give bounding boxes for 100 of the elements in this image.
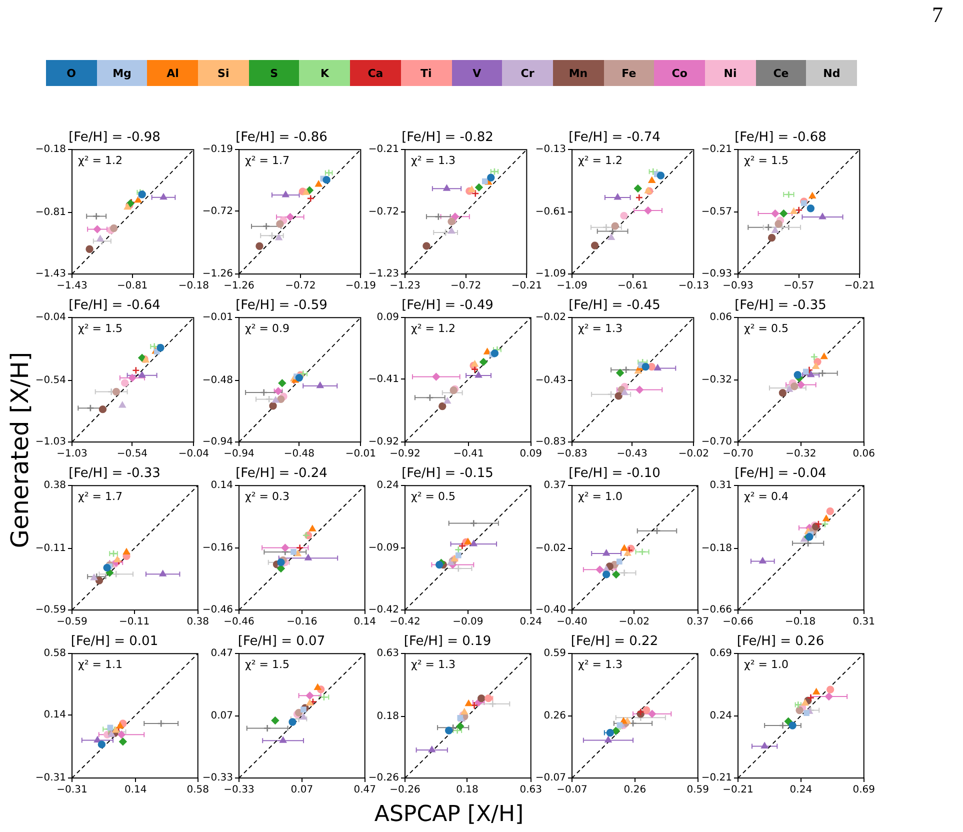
y-tick-label: −0.02 bbox=[534, 312, 566, 324]
annotation: χ² = 1.2 bbox=[78, 154, 122, 167]
x-tick-label: −0.32 bbox=[786, 448, 816, 460]
chart-title: [Fe/H] = -0.04 bbox=[734, 466, 826, 482]
annotation: χ² = 1.5 bbox=[244, 658, 289, 671]
annotation: χ² = 0.4 bbox=[744, 490, 788, 503]
y-tick-label: 0.26 bbox=[543, 710, 566, 722]
y-tick-label: −0.41 bbox=[368, 374, 399, 385]
y-tick-label: −0.81 bbox=[35, 206, 66, 218]
chart-title: [Fe/H] = -0.64 bbox=[68, 298, 160, 314]
y-axis-title: Generated [X/H] bbox=[6, 350, 34, 550]
text: Mg bbox=[96, 60, 148, 86]
x-tick-label: −1.23 bbox=[390, 280, 420, 292]
y-tick-label: −0.72 bbox=[202, 206, 232, 217]
text: Mn bbox=[552, 60, 604, 86]
text: Nd bbox=[806, 60, 857, 86]
y-tick-label: −0.21 bbox=[368, 144, 399, 156]
x-tick-label: −0.19 bbox=[344, 280, 376, 292]
x-tick-label: −0.04 bbox=[178, 448, 210, 460]
x-tick-label: −0.72 bbox=[450, 280, 482, 292]
annotation: χ² = 1.5 bbox=[744, 154, 788, 167]
annotation: χ² = 0.5 bbox=[411, 490, 456, 503]
chart-title: [Fe/H] = -0.33 bbox=[68, 466, 160, 482]
y-tick-label: −1.26 bbox=[202, 268, 232, 280]
x-tick-label: 0.59 bbox=[686, 784, 708, 796]
x-tick-label: 0.47 bbox=[353, 784, 376, 796]
chart-title: [Fe/H] = 0.07 bbox=[237, 634, 325, 650]
y-tick-label: 0.47 bbox=[210, 648, 232, 660]
x-tick-label: −0.33 bbox=[223, 784, 254, 796]
chart-title: [Fe/H] = 0.01 bbox=[70, 634, 158, 650]
y-tick-label: −0.26 bbox=[368, 772, 399, 784]
annotation: χ² = 1.3 bbox=[578, 322, 622, 335]
y-tick-label: −0.92 bbox=[368, 436, 399, 448]
annotation: χ² = 1.3 bbox=[411, 658, 456, 671]
chart-title: [Fe/H] = -0.68 bbox=[734, 130, 826, 146]
y-tick-label: −0.04 bbox=[35, 312, 66, 324]
chart-title: [Fe/H] = -0.24 bbox=[235, 466, 327, 482]
x-tick-label: 0.09 bbox=[520, 448, 542, 460]
y-tick-label: −0.18 bbox=[35, 144, 66, 156]
text: Ni bbox=[704, 60, 756, 86]
x-tick-label: 0.14 bbox=[353, 616, 376, 628]
x-tick-label: −0.43 bbox=[616, 448, 647, 460]
y-tick-label: −0.72 bbox=[368, 206, 399, 218]
annotation: χ² = 1.0 bbox=[744, 658, 788, 671]
y-tick-label: 0.59 bbox=[543, 648, 566, 660]
x-tick-label: −0.93 bbox=[722, 280, 754, 292]
x-tick-label: −0.66 bbox=[722, 616, 754, 628]
chart-title: [Fe/H] = -0.45 bbox=[568, 298, 660, 314]
text: Si bbox=[198, 60, 249, 86]
y-tick-label: 0.58 bbox=[44, 648, 66, 660]
x-tick-label: −1.09 bbox=[556, 280, 587, 292]
chart-title: [Fe/H] = -0.74 bbox=[568, 130, 660, 146]
text: S bbox=[248, 60, 300, 86]
annotation: χ² = 1.0 bbox=[578, 490, 622, 503]
annotation: χ² = 1.7 bbox=[244, 154, 289, 167]
y-tick-label: −0.13 bbox=[534, 144, 566, 156]
x-tick-label: 0.58 bbox=[186, 784, 209, 796]
y-tick-label: −0.16 bbox=[202, 542, 232, 554]
y-tick-label: −0.21 bbox=[701, 144, 732, 156]
x-tick-label: −0.94 bbox=[223, 448, 254, 460]
annotation: χ² = 1.3 bbox=[411, 154, 456, 167]
y-tick-label: 0.63 bbox=[376, 648, 399, 660]
y-tick-label: −0.01 bbox=[202, 312, 232, 324]
chart-title: [Fe/H] = -0.98 bbox=[68, 130, 160, 146]
x-tick-label: −0.09 bbox=[452, 616, 484, 628]
x-tick-label: −0.11 bbox=[118, 616, 150, 628]
x-tick-label: −0.21 bbox=[511, 280, 542, 292]
chart-title: [Fe/H] = 0.22 bbox=[570, 634, 658, 650]
x-tick-label: −0.40 bbox=[556, 616, 587, 628]
x-tick-label: −0.07 bbox=[556, 784, 587, 796]
x-tick-label: 0.69 bbox=[852, 784, 875, 796]
x-tick-label: −0.92 bbox=[390, 448, 420, 460]
y-tick-label: −0.33 bbox=[202, 772, 232, 784]
y-tick-label: 0.18 bbox=[376, 711, 399, 722]
y-tick-label: −0.48 bbox=[202, 375, 232, 386]
x-tick-label: 0.63 bbox=[520, 784, 542, 796]
x-tick-label: 0.14 bbox=[124, 784, 147, 796]
x-tick-label: 0.06 bbox=[852, 448, 875, 460]
y-tick-label: 0.24 bbox=[376, 480, 399, 492]
x-tick-label: 0.26 bbox=[623, 784, 646, 796]
text: Fe bbox=[604, 60, 654, 86]
chart-title: [Fe/H] = -0.15 bbox=[402, 466, 494, 482]
text: Co bbox=[654, 60, 705, 86]
y-tick-label: 0.09 bbox=[376, 312, 399, 324]
y-tick-label: 0.07 bbox=[210, 710, 232, 722]
x-axis-title: ASPCAP [X/H] bbox=[373, 802, 525, 827]
x-tick-label: 0.07 bbox=[290, 784, 313, 796]
y-tick-label: −0.11 bbox=[35, 543, 66, 554]
y-tick-label: −1.43 bbox=[35, 268, 66, 280]
y-tick-label: 0.38 bbox=[44, 480, 66, 492]
x-tick-label: 0.18 bbox=[456, 784, 478, 796]
y-tick-label: 0.69 bbox=[710, 648, 732, 660]
y-tick-label: −0.94 bbox=[202, 436, 232, 448]
y-tick-label: −0.46 bbox=[202, 604, 232, 616]
annotation: χ² = 1.2 bbox=[411, 322, 456, 335]
chart-title: [Fe/H] = -0.49 bbox=[402, 298, 494, 314]
annotation: χ² = 1.5 bbox=[78, 322, 122, 335]
y-tick-label: −1.03 bbox=[35, 436, 66, 448]
x-tick-label: −0.41 bbox=[453, 448, 484, 460]
y-tick-label: −0.54 bbox=[35, 375, 66, 386]
